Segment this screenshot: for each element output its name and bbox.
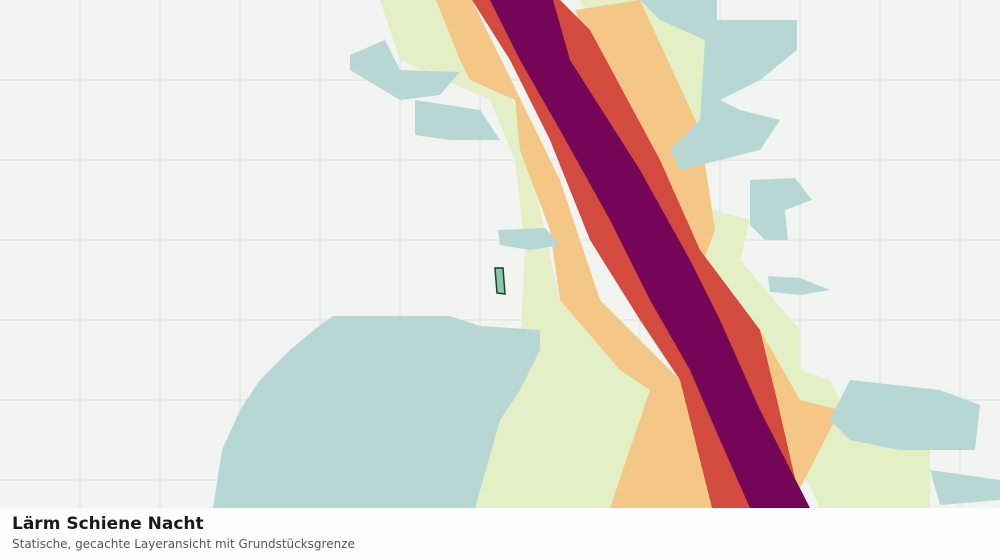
building-areas	[213, 0, 1000, 508]
map-title: Lärm Schiene Nacht	[12, 514, 204, 534]
map-subtitle: Statische, gecachte Layeransicht mit Gru…	[12, 537, 355, 551]
caption-panel	[0, 508, 1000, 560]
noise-zone-very-high	[490, 0, 810, 508]
parcel-boundary	[494, 267, 506, 295]
